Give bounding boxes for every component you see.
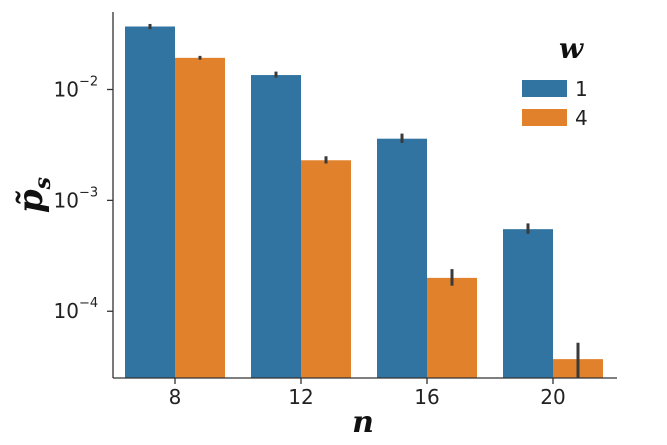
y-tick-label: 10 — [54, 299, 79, 323]
legend-label-w1: 1 — [575, 77, 588, 101]
bar-w4-n16 — [427, 277, 477, 378]
bar-w1-n20 — [503, 229, 553, 378]
legend-swatch-w4 — [522, 109, 567, 126]
y-tick-exponent: −2 — [79, 74, 98, 89]
bar-w4-n12 — [301, 160, 351, 378]
legend-label-w4: 4 — [575, 106, 588, 130]
y-tick-exponent: −3 — [79, 185, 98, 200]
x-tick-label: 20 — [540, 385, 565, 409]
legend-title: w — [559, 32, 584, 65]
bar-w4-n8 — [175, 57, 225, 379]
y-ticks: 10−210−310−4 — [54, 74, 113, 323]
x-axis-title: n — [352, 405, 374, 440]
legend-swatch-w1 — [522, 80, 567, 97]
bars-layer — [125, 26, 603, 379]
x-tick-label: 16 — [414, 385, 439, 409]
x-tick-label: 12 — [288, 385, 313, 409]
y-tick-label: 10 — [54, 188, 79, 212]
y-tick-exponent: −4 — [79, 296, 98, 311]
axes-layer — [112, 12, 617, 379]
bar-w1-n8 — [125, 26, 175, 378]
y-axis-title-sub: s — [30, 177, 56, 190]
legend: w 1 4 — [522, 32, 588, 130]
bar-w1-n12 — [251, 75, 301, 379]
x-ticks: 8 12 16 20 — [169, 378, 566, 409]
bar-w1-n16 — [377, 138, 427, 378]
y-axis-title: p̃s — [11, 177, 56, 213]
svg-text:p̃s: p̃s — [11, 177, 56, 213]
y-axis-title-main: p̃ — [11, 189, 51, 213]
y-tick-label: 10 — [54, 77, 79, 101]
error-bars-layer — [148, 23, 580, 378]
x-tick-label: 8 — [169, 385, 182, 409]
